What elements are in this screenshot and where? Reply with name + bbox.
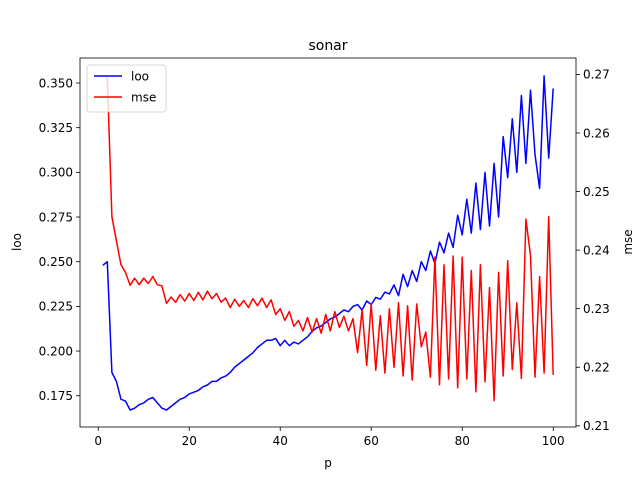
plot-frame bbox=[79, 57, 577, 428]
y-right-tick-label: 0.27 bbox=[583, 68, 610, 82]
chart-title: sonar bbox=[308, 38, 347, 54]
y-axis-left-label: loo bbox=[10, 233, 24, 251]
y-left-tick-label: 0.250 bbox=[39, 255, 73, 269]
y-left-tick-label: 0.350 bbox=[39, 76, 73, 90]
y-left-tick-label: 0.175 bbox=[39, 389, 73, 403]
x-axis-label: p bbox=[324, 456, 332, 470]
x-tick-label: 60 bbox=[364, 434, 379, 448]
legend-label-mse: mse bbox=[131, 91, 156, 105]
y-left-tick-label: 0.325 bbox=[39, 121, 73, 135]
x-tick-label: 40 bbox=[273, 434, 288, 448]
y-left-tick-label: 0.275 bbox=[39, 210, 73, 224]
legend-box bbox=[86, 64, 167, 113]
plot-lines bbox=[102, 75, 554, 411]
y-right-tick-label: 0.23 bbox=[583, 302, 610, 316]
y-left-tick-label: 0.300 bbox=[39, 166, 73, 180]
legend: loo mse bbox=[86, 64, 167, 113]
x-tick-label: 0 bbox=[94, 434, 102, 448]
x-tick-label: 80 bbox=[455, 434, 470, 448]
x-tick-label: 100 bbox=[542, 434, 565, 448]
y-right-tick-label: 0.22 bbox=[583, 361, 610, 375]
series-line-mse bbox=[106, 77, 554, 402]
y-right-tick-label: 0.21 bbox=[583, 419, 610, 433]
x-tick-label: 20 bbox=[182, 434, 197, 448]
y-right-tick-label: 0.25 bbox=[583, 185, 610, 199]
legend-label-loo: loo bbox=[131, 70, 149, 84]
y-right-tick-label: 0.24 bbox=[583, 243, 610, 257]
y-left-tick-label: 0.225 bbox=[39, 300, 73, 314]
y-right-tick-label: 0.26 bbox=[583, 126, 610, 140]
y-left-tick-label: 0.200 bbox=[39, 344, 73, 358]
tick-marks: 0 20 40 60 80 100 0.175 0.200 0.225 0.250 0.275 0.3… bbox=[39, 68, 610, 448]
y-axis-right-label: mse bbox=[621, 229, 635, 254]
